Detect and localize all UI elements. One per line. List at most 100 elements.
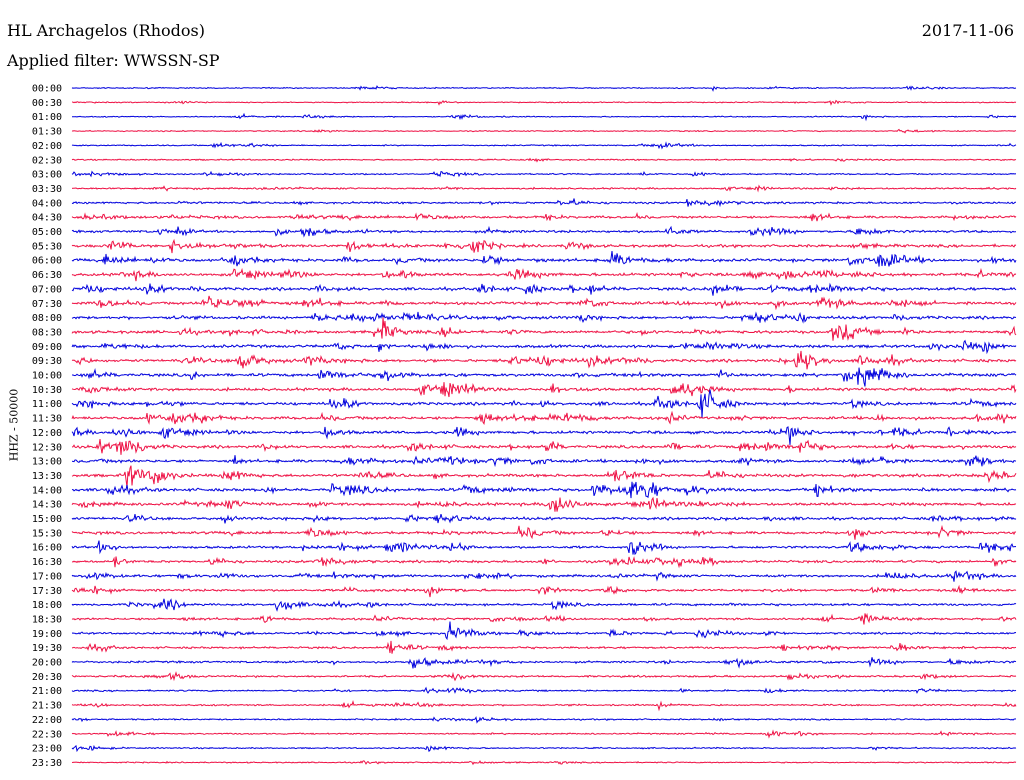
- time-tick-label: 15:00: [32, 514, 62, 525]
- trace-line: [71, 410, 1017, 426]
- trace-line: [71, 481, 1017, 499]
- time-tick-label: 07:00: [32, 284, 62, 295]
- time-tick-label: 04:00: [32, 198, 62, 209]
- trace-line: [71, 170, 1017, 178]
- time-tick-label: 03:30: [32, 184, 62, 195]
- time-tick-label: 22:00: [32, 715, 62, 726]
- trace-line: [71, 612, 1017, 625]
- time-tick-label: 18:30: [32, 614, 62, 625]
- time-tick-label: 06:30: [32, 270, 62, 281]
- trace-line: [71, 540, 1017, 556]
- trace-line: [71, 157, 1017, 163]
- time-tick-label: 21:30: [32, 701, 62, 712]
- time-tick-label: 02:30: [32, 155, 62, 166]
- trace-line: [72, 112, 1017, 122]
- time-tick-label: 23:00: [32, 744, 62, 755]
- time-tick-label: 00:30: [32, 98, 62, 109]
- trace-line: [71, 760, 1017, 766]
- trace-line: [71, 686, 1017, 695]
- trace-line: [71, 657, 1017, 669]
- time-tick-label: 12:00: [32, 428, 62, 439]
- trace-line: [71, 339, 1017, 355]
- trace-line: [71, 524, 1017, 540]
- trace-line: [71, 128, 1017, 134]
- time-tick-label: 04:30: [32, 213, 62, 224]
- trace-line: [71, 267, 1017, 282]
- trace-line: [71, 225, 1016, 238]
- trace-line: [71, 699, 1017, 712]
- trace-line: [71, 744, 1017, 753]
- time-tick-label: 02:00: [32, 141, 62, 152]
- trace-line: [71, 640, 1017, 654]
- time-tick-label: 05:30: [32, 241, 62, 252]
- trace-line: [71, 85, 1017, 92]
- time-tick-label: 07:30: [32, 299, 62, 310]
- trace-line: [72, 367, 1017, 387]
- time-tick-label: 16:00: [32, 543, 62, 554]
- time-tick-label: 20:30: [32, 672, 62, 683]
- trace-line: [71, 716, 1017, 724]
- trace-line: [71, 584, 1017, 598]
- time-tick-label: 05:00: [32, 227, 62, 238]
- trace-line: [71, 671, 1017, 682]
- trace-line: [71, 556, 1017, 569]
- time-tick-label: 01:30: [32, 127, 62, 138]
- time-tick-label: 08:00: [32, 313, 62, 324]
- time-tick-label: 11:30: [32, 414, 62, 425]
- time-tick-label: 17:30: [32, 586, 62, 597]
- trace-line: [71, 465, 1017, 488]
- trace-line: [71, 439, 1017, 455]
- time-tick-label: 00:00: [32, 84, 62, 95]
- trace-line: [71, 621, 1017, 641]
- trace-line: [71, 211, 1017, 222]
- time-tick-label: 23:30: [32, 758, 62, 769]
- trace-line: [71, 455, 1017, 468]
- time-tick-label: 10:00: [32, 371, 62, 382]
- trace-line: [71, 238, 1017, 254]
- time-tick-label: 13:00: [32, 457, 62, 468]
- time-tick-label: 21:00: [32, 686, 62, 697]
- time-tick-label: 14:30: [32, 500, 62, 511]
- time-axis-labels: 00:00 00:30 01:00 01:30 02:00 02:30 03:00 03:30…: [32, 84, 62, 769]
- trace-line: [71, 99, 1017, 106]
- time-tick-label: 11:00: [32, 399, 62, 410]
- trace-line: [71, 350, 1017, 370]
- trace-line: [71, 295, 1017, 311]
- trace-line: [71, 184, 1017, 193]
- trace-line: [71, 382, 1017, 398]
- trace-line: [71, 496, 1017, 512]
- trace-line: [71, 317, 1017, 342]
- time-tick-label: 20:00: [32, 658, 62, 669]
- trace-line: [71, 513, 1017, 524]
- seismogram-traces: [71, 85, 1017, 766]
- channel-scale-label: HHZ - 50000: [7, 388, 21, 462]
- time-tick-label: 01:00: [32, 112, 62, 123]
- time-tick-label: 12:30: [32, 442, 62, 453]
- time-tick-label: 18:00: [32, 600, 62, 611]
- time-tick-label: 15:30: [32, 528, 62, 539]
- trace-line: [71, 570, 1017, 582]
- time-tick-label: 09:00: [32, 342, 62, 353]
- time-tick-label: 13:30: [32, 471, 62, 482]
- time-tick-label: 16:30: [32, 557, 62, 568]
- time-tick-label: 19:00: [32, 629, 62, 640]
- station-name: HL Archagelos (Rhodos): [7, 21, 205, 40]
- time-tick-label: 03:00: [32, 170, 62, 181]
- time-tick-label: 14:00: [32, 485, 62, 496]
- trace-line: [71, 141, 1017, 150]
- time-tick-label: 22:30: [32, 729, 62, 740]
- trace-line: [71, 598, 1017, 612]
- time-tick-label: 09:30: [32, 356, 62, 367]
- record-date: 2017-11-06: [921, 21, 1014, 40]
- time-tick-label: 08:30: [32, 327, 62, 338]
- trace-line: [71, 311, 1017, 324]
- time-tick-label: 19:30: [32, 643, 62, 654]
- trace-line: [71, 389, 1017, 418]
- time-tick-label: 10:30: [32, 385, 62, 396]
- trace-line: [71, 282, 1017, 296]
- trace-line: [71, 251, 1017, 267]
- time-tick-label: 06:00: [32, 256, 62, 267]
- trace-line: [71, 426, 1017, 445]
- trace-line: [71, 729, 1017, 739]
